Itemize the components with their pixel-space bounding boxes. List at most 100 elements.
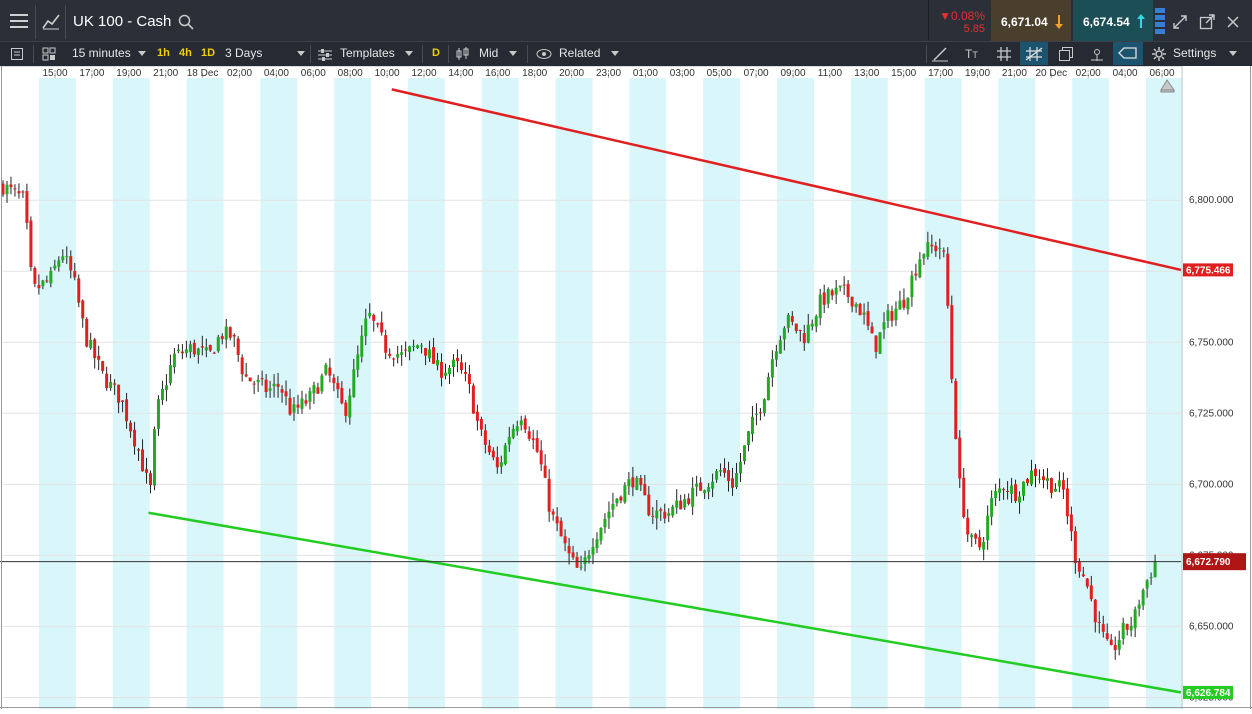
time-tick-label: 08:00 [338, 68, 363, 79]
candle-body [1014, 484, 1018, 502]
grid-icon[interactable] [996, 46, 1012, 67]
candle-body [934, 245, 938, 252]
candle-body [376, 323, 380, 325]
menu-icon[interactable] [10, 14, 28, 28]
candle-body [41, 280, 45, 287]
candle-body [1006, 490, 1010, 492]
text-tool-icon[interactable]: TT [965, 47, 978, 61]
instrument-title[interactable]: UK 100 - Cash [73, 13, 172, 30]
candle-body [711, 481, 715, 489]
candle-body [308, 391, 312, 402]
candle-body [21, 191, 25, 193]
candle-body [121, 400, 125, 402]
candle-body [738, 461, 742, 474]
candle-body [635, 477, 639, 490]
chart-area[interactable]: 15:00 17:00 19:00 21:00 18 Dec 02:00 04:00 06:0… [0, 66, 1252, 709]
candle-body [467, 374, 471, 385]
time-tick-label: 17:00 [79, 68, 104, 79]
gear-icon[interactable] [1151, 46, 1167, 67]
change-absolute: 5.85 [963, 23, 985, 35]
candle-body [109, 381, 113, 389]
candle-body [786, 314, 790, 328]
candle-body [244, 374, 248, 377]
support-trendline[interactable] [148, 511, 1182, 694]
candle-body [1010, 485, 1014, 494]
time-tick-label: 15:00 [42, 68, 67, 79]
session-band [408, 66, 445, 709]
candle-body [858, 303, 862, 316]
popout-icon[interactable] [1199, 14, 1215, 35]
candle-body [352, 369, 356, 398]
time-tick-label: 21:00 [1002, 68, 1027, 79]
chart-type-icon[interactable] [42, 12, 60, 35]
candle-body [256, 379, 260, 383]
candle-body [575, 556, 579, 568]
d-button[interactable]: D [432, 47, 440, 59]
candle-body [902, 299, 906, 308]
close-icon[interactable] [1226, 15, 1240, 34]
layout-icon[interactable] [42, 47, 56, 66]
interval-4h[interactable]: 4h [179, 47, 192, 59]
candle-body [37, 284, 41, 289]
change-box: ▼0.08% 5.85 [928, 0, 991, 40]
expand-icon[interactable] [1172, 14, 1188, 35]
range-select[interactable]: 3 Days [225, 46, 263, 60]
search-icon[interactable] [178, 14, 194, 35]
time-tick-label: 15:00 [891, 68, 916, 79]
candle-body [268, 388, 272, 391]
candle-body [499, 462, 503, 467]
depth-icon[interactable] [1155, 8, 1165, 36]
candle-body [750, 416, 754, 435]
candle-body [372, 314, 376, 321]
candle-body [455, 357, 459, 362]
candle-body [974, 534, 978, 539]
crosshair-tool-icon[interactable] [1020, 42, 1048, 65]
draw-line-icon[interactable] [932, 46, 948, 67]
time-tick-label: 06:00 [301, 68, 326, 79]
candle-body [834, 287, 838, 295]
time-tick-label: 13:00 [854, 68, 879, 79]
templates-button[interactable]: Templates [340, 46, 395, 60]
candle-body [778, 340, 782, 354]
magnet-icon[interactable] [1089, 46, 1105, 67]
candle-body [5, 184, 9, 195]
candle-body [675, 500, 679, 508]
price-tick-label: 6,650.000 [1189, 621, 1234, 632]
candle-body [17, 191, 21, 194]
time-tick-label: 05:00 [707, 68, 732, 79]
candle-body [842, 284, 846, 286]
candle-body [396, 354, 400, 358]
copy-icon[interactable] [1058, 46, 1074, 67]
candle-body [878, 332, 882, 354]
resistance-trendline[interactable] [391, 88, 1182, 272]
candle-body [260, 378, 264, 380]
candle-body [440, 361, 444, 378]
candle-body [168, 365, 172, 384]
candle-body [671, 506, 675, 516]
time-tick-label: 19:00 [965, 68, 990, 79]
candle-body [344, 402, 348, 416]
candle-body [543, 465, 547, 478]
interval-1h[interactable]: 1h [157, 47, 170, 59]
list-icon[interactable] [10, 47, 24, 66]
buy-button[interactable]: 6,674.54 [1073, 0, 1153, 41]
related-button[interactable]: Related [559, 46, 601, 60]
interval-1d[interactable]: 1D [201, 47, 216, 59]
candle-body [870, 326, 874, 334]
candle-body [364, 318, 368, 337]
time-tick-label: 14:00 [448, 68, 473, 79]
candle-body [272, 383, 276, 387]
sell-button[interactable]: 6,671.04 [991, 0, 1071, 41]
tag-tool-icon[interactable] [1113, 42, 1143, 65]
candle-body [284, 391, 288, 397]
candle-body [563, 536, 567, 544]
candle-body [384, 335, 388, 353]
session-band [39, 66, 76, 709]
price-type-select[interactable]: Mid [479, 46, 499, 60]
interval-select[interactable]: 15 minutes [72, 46, 131, 60]
settings-button[interactable]: Settings [1173, 46, 1217, 60]
price-chart[interactable]: 15:00 17:00 19:00 21:00 18 Dec 02:00 04:00 06:0… [0, 66, 1252, 709]
candle-body [1, 183, 5, 195]
scroll-home-icon[interactable] [1160, 79, 1175, 93]
candle-body [886, 310, 890, 321]
